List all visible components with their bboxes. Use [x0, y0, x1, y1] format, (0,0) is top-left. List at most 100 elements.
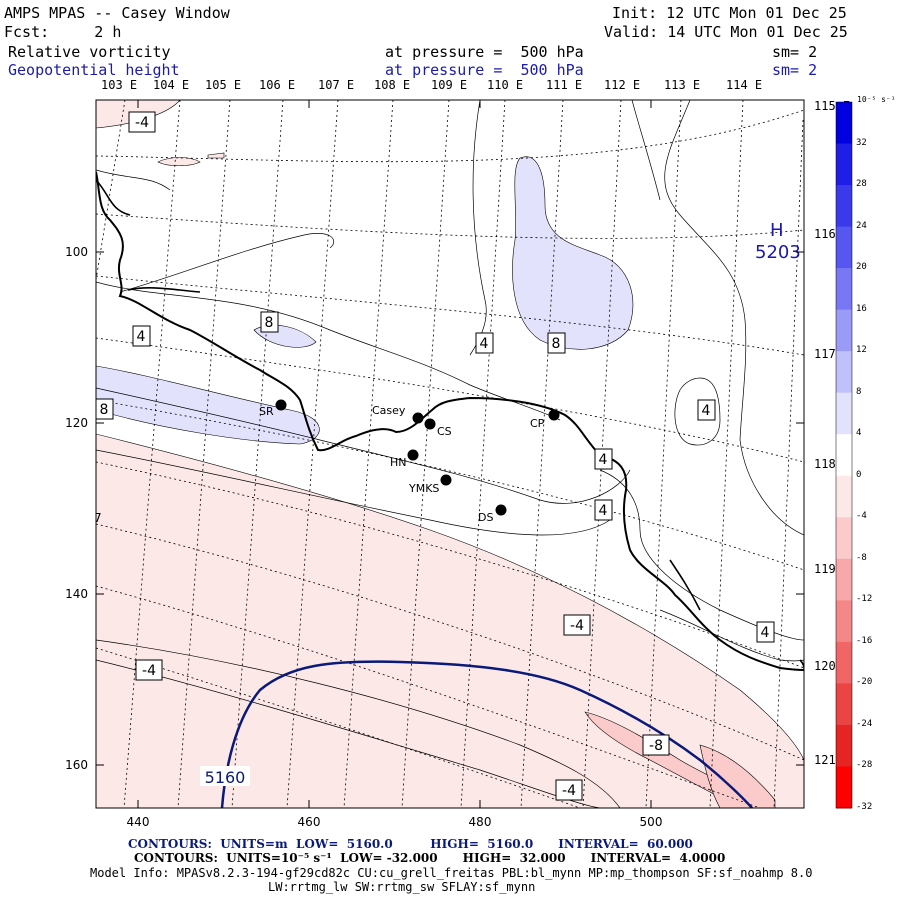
colorbar-tick-label: -8 — [856, 552, 867, 563]
valid-time: Valid: 14 UTC Mon 01 Dec 25 — [604, 23, 848, 41]
colorbar-swatch — [836, 641, 852, 684]
contour-label-box: 8 — [96, 398, 114, 420]
contour-labels: -4 8 4 8 4 8 4 4 4 -4 4 -4 -8 -4 7 — [94, 111, 775, 801]
colorbar-swatch — [836, 517, 852, 560]
station-hn: HN — [390, 449, 419, 469]
colorbar-tick-label: 0 — [856, 469, 862, 480]
svg-text:4: 4 — [702, 403, 711, 419]
colorbar-tick-label: 24 — [856, 220, 867, 231]
svg-text:-4: -4 — [570, 618, 584, 634]
field2-smoothing: sm= 2 — [772, 61, 818, 79]
lon-label: 105 E — [205, 78, 241, 92]
field1-pressure: at pressure = 500 hPa — [385, 43, 584, 61]
colorbar-swatch — [836, 185, 852, 228]
vorticity-contours — [96, 100, 804, 808]
colorbar-swatch — [836, 102, 852, 145]
colorbar-tick-label: 20 — [856, 262, 867, 273]
field2-name: Geopotential height — [8, 61, 180, 79]
station-ymks: YMKS — [408, 474, 452, 495]
colorbar-swatch — [836, 392, 852, 435]
footer-model-info-2: LW:rrtmg_lw SW:rrtmg_sw SFLAY:sf_mynn — [268, 880, 536, 894]
contour-label-box: 4 — [594, 448, 613, 470]
svg-text:YMKS: YMKS — [408, 482, 439, 495]
svg-text:8: 8 — [265, 315, 274, 331]
plot-frame — [95, 99, 805, 809]
lon-label: 104 E — [153, 78, 189, 92]
x-tick-label: 460 — [298, 815, 321, 829]
colorbar-tick-label: -24 — [856, 718, 873, 729]
colorbar-swatch — [836, 558, 852, 601]
lon-label: 110 E — [487, 78, 523, 92]
x-tick-label: 500 — [640, 815, 663, 829]
field2-pressure: at pressure = 500 hPa — [385, 61, 584, 79]
contour-label-box: -4 — [563, 614, 591, 636]
svg-text:-4: -4 — [142, 663, 156, 679]
svg-text:DS: DS — [478, 511, 493, 524]
contour-label-box: 4 — [475, 332, 494, 354]
contour-label-box: -8 — [642, 734, 670, 756]
high-value: 5203 — [755, 242, 801, 263]
svg-text:CP: CP — [530, 417, 545, 430]
svg-text:-8: -8 — [649, 738, 663, 754]
lon-label: 106 E — [259, 78, 295, 92]
axis-labels: 440 460 480 500 100 120 140 160 — [65, 245, 662, 829]
colorbar-swatch — [836, 683, 852, 726]
x-tick-label: 480 — [469, 815, 492, 829]
lon-label: 108 E — [374, 78, 410, 92]
colorbar-tick-label: -20 — [856, 677, 873, 688]
contour-label-box: 8 — [547, 332, 566, 354]
lon-label: 112 E — [604, 78, 640, 92]
negative-vorticity-small — [157, 157, 201, 167]
contour-label-box: 8 — [260, 311, 279, 333]
colorbar-tick-label: 32 — [856, 137, 867, 148]
colorbar-swatch — [836, 475, 852, 518]
svg-text:4: 4 — [599, 503, 608, 519]
colorbar-tick-label: -16 — [856, 635, 873, 646]
colorbar-tick-label: -12 — [856, 594, 873, 605]
negative-vorticity-small2 — [207, 152, 225, 159]
colorbar-tick-label: 12 — [856, 345, 867, 356]
svg-text:4: 4 — [761, 625, 770, 641]
y-tick-label: 100 — [65, 245, 88, 259]
svg-text:8: 8 — [552, 336, 561, 352]
colorbar-tick-label: 28 — [856, 179, 867, 190]
y-tick-label: 160 — [65, 758, 88, 772]
footer-height-contours: CONTOURS: UNITS=m LOW= 5160.0 HIGH= 5160… — [128, 837, 693, 851]
svg-text:-4: -4 — [562, 783, 576, 799]
station-ds: DS — [478, 504, 507, 524]
contour-label-plain: 7 — [94, 511, 102, 525]
field1-name: Relative vorticity — [8, 43, 171, 61]
colorbar-tick-label: 16 — [856, 303, 867, 314]
station-casey: Casey — [372, 404, 424, 424]
svg-text:HN: HN — [390, 456, 407, 469]
colorbar-tick-label: -4 — [856, 511, 867, 522]
positive-vorticity-north — [512, 156, 634, 350]
y-tick-label: 140 — [65, 587, 88, 601]
colorbar — [835, 101, 853, 809]
lon-label: 114 E — [726, 78, 762, 92]
footer-vorticity-contours: CONTOURS: UNITS=10⁻⁵ s⁻¹ LOW= -32.000 HI… — [134, 851, 726, 865]
contour-label-box: 4 — [132, 325, 151, 347]
colorbar-tick-label: -32 — [856, 802, 873, 812]
contour-label-box: -4 — [135, 659, 163, 681]
svg-text:4: 4 — [599, 452, 608, 468]
colorbar-swatch — [836, 226, 852, 269]
colorbar-swatch — [836, 143, 852, 186]
svg-text:7: 7 — [94, 511, 102, 525]
height-contour-label: 5160 — [205, 768, 246, 787]
axis-ticks — [96, 100, 804, 808]
height-contour-5160 — [220, 660, 753, 808]
contour-label-box: 4 — [756, 621, 775, 643]
lon-label: 109 E — [431, 78, 467, 92]
svg-text:-4: -4 — [135, 115, 149, 131]
station-cs: CS — [424, 418, 452, 438]
footer-model-info: Model Info: MPASv8.2.3-194-gf29cd82c CU:… — [90, 866, 813, 880]
product-title: AMPS MPAS -- Casey Window — [4, 4, 230, 22]
x-tick-label: 440 — [127, 815, 150, 829]
colorbar-swatch — [836, 434, 852, 477]
colorbar-swatch — [836, 309, 852, 352]
contour-label-box: 4 — [594, 499, 613, 521]
lon-label: 111 E — [546, 78, 582, 92]
svg-text:SR: SR — [259, 405, 274, 418]
